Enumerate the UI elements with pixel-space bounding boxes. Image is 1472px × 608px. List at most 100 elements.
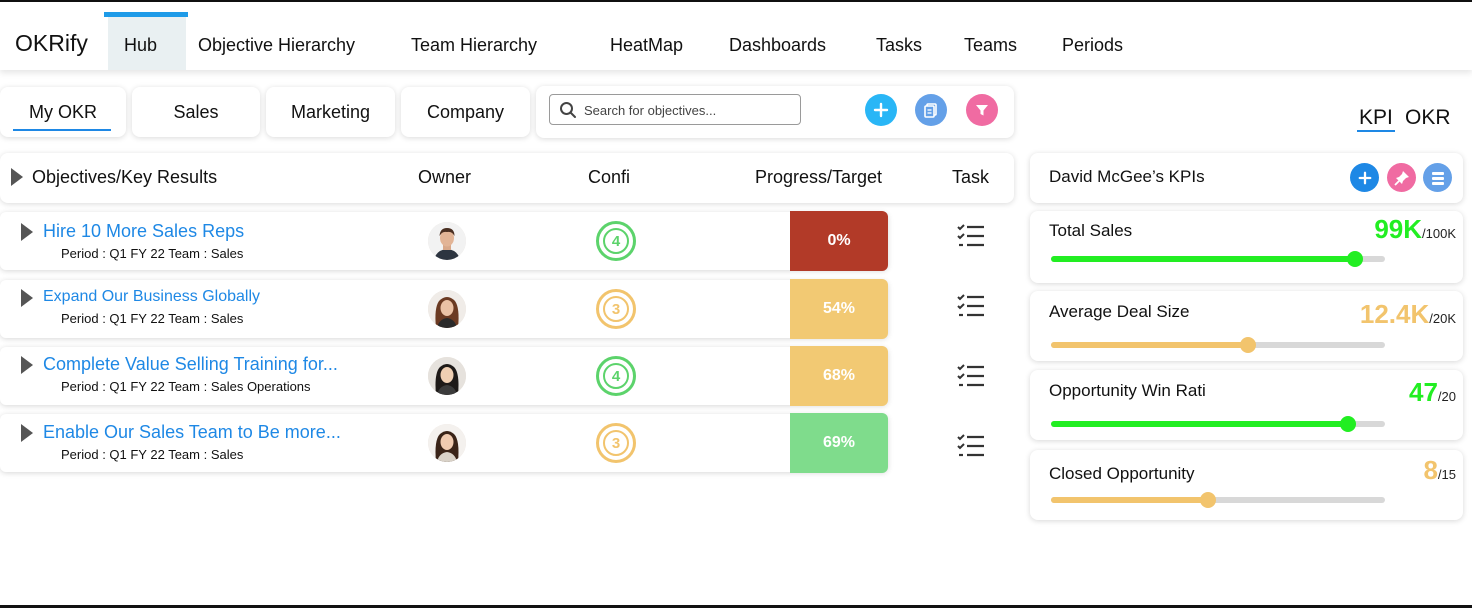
nav-objective-hierarchy[interactable]: Objective Hierarchy: [198, 35, 356, 55]
progress-value: 54%: [822, 300, 856, 317]
objective-meta: Period : Q1 FY 22 Team : Sales: [61, 311, 244, 326]
tab-marketing[interactable]: Marketing: [266, 87, 395, 137]
kpi-value: 12.4K: [1359, 299, 1430, 329]
search-input[interactable]: [584, 100, 794, 120]
confidence-value: 4: [603, 228, 629, 254]
add-icon: [1358, 171, 1371, 184]
objective-meta: Period : Q1 FY 22 Team : Sales: [61, 447, 244, 462]
confidence-badge: 4: [596, 356, 636, 396]
nav-team-hierarchy[interactable]: Team Hierarchy: [411, 35, 538, 55]
objective-title[interactable]: Expand Our Business Globally: [43, 288, 260, 305]
window-bottom-border: [0, 605, 1472, 608]
pin-icon: [1393, 170, 1409, 186]
progress-value: 0%: [827, 232, 851, 249]
expand-row-icon[interactable]: [21, 424, 33, 442]
nav-dashboards[interactable]: Dashboards: [729, 35, 827, 55]
kpi-progress-handle[interactable]: [1240, 337, 1257, 353]
nav-periods[interactable]: Periods: [1062, 35, 1124, 55]
objective-title[interactable]: Enable Our Sales Team to Be more...: [43, 422, 341, 442]
kpi-progress-fill: [1051, 256, 1355, 262]
app-logo[interactable]: OKRify: [15, 30, 88, 56]
tab-marketing-label: Marketing: [290, 101, 371, 122]
confidence-badge: 4: [596, 221, 636, 261]
pin-kpi-button[interactable]: [1387, 163, 1416, 192]
kpi-name: Average Deal Size: [1049, 302, 1190, 321]
task-list-icon[interactable]: [956, 433, 986, 459]
kpi-progress-handle[interactable]: [1199, 492, 1216, 508]
progress-value: 68%: [822, 367, 856, 384]
list-icon: [1431, 171, 1444, 185]
avatar-woman-icon: [428, 424, 466, 462]
kpi-target: /20: [1437, 389, 1456, 404]
objective-title[interactable]: Complete Value Selling Training for...: [43, 354, 338, 374]
tab-my-okr[interactable]: My OKR: [0, 87, 126, 137]
kpi-card[interactable]: [1030, 450, 1463, 520]
objective-meta: Period : Q1 FY 22 Team : Sales: [61, 246, 244, 261]
header-owner: Owner: [418, 167, 472, 187]
kpi-value-group: 47/20: [1409, 377, 1456, 408]
progress-cell: 69%: [790, 413, 888, 473]
owner-avatar[interactable]: [428, 222, 466, 260]
kpi-target: /20K: [1429, 311, 1456, 326]
confidence-badge: 3: [596, 423, 636, 463]
kpi-progress-handle[interactable]: [1346, 251, 1363, 267]
tab-sales-label: Sales: [173, 101, 219, 122]
kpi-value-group: 8/15: [1423, 455, 1456, 486]
tab-sales[interactable]: Sales: [132, 87, 260, 137]
kpi-card[interactable]: [1030, 370, 1463, 440]
kpi-card[interactable]: [1030, 211, 1463, 283]
nav-teams[interactable]: Teams: [964, 35, 1018, 55]
table-header: [0, 153, 1014, 203]
nav-active-highlight: [108, 12, 186, 70]
owner-avatar[interactable]: [428, 290, 466, 328]
expand-row-icon[interactable]: [21, 356, 33, 374]
kpi-progress-track: [1051, 251, 1385, 267]
kpi-target: /100K: [1422, 226, 1456, 241]
tab-company[interactable]: Company: [401, 87, 530, 137]
expand-row-icon[interactable]: [21, 223, 33, 241]
expand-all-icon[interactable]: [11, 168, 23, 186]
okr-toggle[interactable]: OKR: [1405, 106, 1451, 129]
filter-icon: [976, 105, 988, 116]
copy-icon: [924, 103, 937, 118]
kpi-toggle-underline: [1357, 130, 1395, 132]
nav-hub[interactable]: Hub: [124, 35, 158, 55]
progress-cell: 54%: [790, 279, 888, 339]
copy-button[interactable]: [915, 94, 947, 126]
kpi-progress-handle[interactable]: [1340, 416, 1357, 432]
task-list-icon[interactable]: [956, 293, 986, 319]
avatar-man-icon: [428, 222, 466, 260]
progress-cell: 68%: [790, 346, 888, 406]
kpi-name: Opportunity Win Rati: [1049, 381, 1206, 400]
tab-my-okr-label: My OKR: [28, 101, 97, 122]
kpi-toggle[interactable]: KPI: [1359, 106, 1393, 129]
window-top-border: [0, 0, 1472, 2]
search-box: [549, 94, 801, 125]
nav-tasks[interactable]: Tasks: [876, 35, 923, 55]
kpi-name: Total Sales: [1049, 221, 1133, 240]
kpi-progress-fill: [1051, 342, 1249, 348]
kpi-list-button[interactable]: [1423, 163, 1452, 192]
kpi-value: 99K: [1374, 214, 1423, 244]
tab-company-label: Company: [426, 101, 505, 122]
top-navigation-bar: OKRify Hub Objective Hierarchy Team Hier…: [0, 2, 1472, 70]
kpi-value: 8: [1423, 455, 1438, 485]
objective-title[interactable]: Hire 10 More Sales Reps: [43, 221, 245, 241]
kpi-progress-track: [1051, 492, 1385, 508]
tab-active-underline: [13, 129, 111, 131]
expand-row-icon[interactable]: [21, 289, 33, 307]
filter-button[interactable]: [966, 94, 998, 126]
task-list-icon[interactable]: [956, 363, 986, 389]
owner-avatar[interactable]: [428, 357, 466, 395]
kpi-panel-title: David McGee’s KPIs: [1049, 167, 1205, 186]
add-kpi-button[interactable]: [1350, 163, 1379, 192]
header-confi: Confi: [588, 167, 631, 187]
task-list-icon[interactable]: [956, 223, 986, 249]
nav-heatmap[interactable]: HeatMap: [610, 35, 684, 55]
add-objective-button[interactable]: [865, 94, 897, 126]
kpi-name: Closed Opportunity: [1049, 464, 1195, 483]
progress-cell: 0%: [790, 211, 888, 271]
avatar-woman-icon: [428, 290, 466, 328]
kpi-progress-fill: [1051, 497, 1208, 503]
owner-avatar[interactable]: [428, 424, 466, 462]
